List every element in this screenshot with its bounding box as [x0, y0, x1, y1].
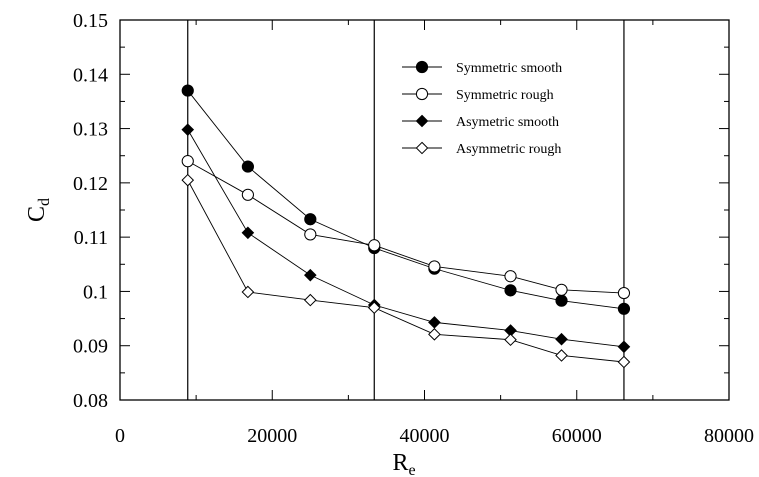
- legend-label: Symmetric rough: [456, 88, 554, 103]
- data-point: [617, 286, 631, 300]
- legend-label: Symmetric smooth: [456, 61, 562, 76]
- y-axis-title-subscript: d: [36, 198, 53, 206]
- data-point: [555, 332, 568, 346]
- legend-entry: Symmetric smooth: [402, 60, 562, 76]
- data-point: [504, 284, 517, 297]
- x-tick-label: 0: [115, 425, 125, 447]
- y-tick-label: 0.09: [73, 336, 108, 358]
- series-line: [187, 160, 624, 294]
- data-point: [555, 294, 568, 307]
- data-point: [304, 293, 317, 307]
- data-point: [241, 160, 254, 173]
- plot-frame: [119, 19, 730, 401]
- legend-label: Asymmetric rough: [456, 142, 561, 157]
- legend-marker: [415, 87, 429, 101]
- data-point: [504, 270, 517, 283]
- data-point: [428, 260, 441, 273]
- data-point: [368, 239, 381, 252]
- data-point: [367, 301, 381, 315]
- data-point: [181, 173, 195, 187]
- series-line: [187, 90, 625, 310]
- data-point: [304, 213, 317, 226]
- legend-entry: Asymetric smooth: [402, 114, 559, 130]
- data-point: [504, 333, 517, 347]
- data-point: [241, 285, 255, 299]
- data-point: [617, 340, 631, 354]
- legend: Symmetric smooth Symmetric rough Asymetric…: [402, 60, 562, 157]
- data-point: [617, 355, 631, 369]
- y-tick-label: 0.08: [73, 390, 108, 412]
- y-tick-label: 0.1: [83, 281, 108, 303]
- data-point: [181, 123, 195, 136]
- x-axis-title-main: R: [392, 450, 408, 476]
- series-4: [181, 173, 631, 369]
- y-axis-title: Cd: [24, 198, 53, 222]
- y-axis-title-main: C: [24, 206, 50, 222]
- data-point: [555, 349, 568, 362]
- legend-marker: [415, 114, 429, 128]
- y-tick-label: 0.11: [74, 227, 108, 249]
- legend-label: Asymetric smooth: [456, 115, 559, 130]
- x-tick-label: 40000: [400, 425, 450, 447]
- data-point: [555, 283, 568, 296]
- series-line: [187, 129, 625, 348]
- tick-labels: 0 20000 40000 60000 80000 0.08 0.09 0.1 0.11 0.12…: [73, 10, 754, 447]
- series-3: [181, 123, 631, 354]
- x-tick-label: 60000: [552, 425, 602, 447]
- series-layer: [181, 84, 631, 369]
- series-2: [181, 155, 631, 300]
- y-tick-label: 0.15: [73, 10, 108, 32]
- series-line: [187, 179, 624, 363]
- y-tick-label: 0.14: [73, 64, 108, 86]
- y-tick-label: 0.13: [73, 119, 108, 141]
- x-axis-title: Re: [392, 450, 415, 477]
- reference-lines: [187, 20, 625, 400]
- legend-entry: Asymmetric rough: [402, 141, 561, 157]
- data-point: [617, 302, 631, 315]
- data-point: [304, 228, 317, 241]
- y-tick-label: 0.12: [73, 173, 108, 195]
- legend-marker: [415, 141, 429, 155]
- axis-ticks: [119, 19, 730, 401]
- data-point: [181, 84, 194, 97]
- legend-marker: [415, 60, 429, 74]
- data-point: [304, 268, 317, 282]
- x-axis-title-subscript: e: [408, 462, 415, 477]
- data-point: [181, 155, 194, 168]
- data-point: [241, 226, 255, 240]
- legend-entry: Symmetric rough: [402, 87, 554, 103]
- x-tick-label: 20000: [247, 425, 297, 447]
- x-tick-label: 80000: [704, 425, 754, 447]
- data-point: [428, 328, 441, 341]
- data-point: [428, 316, 441, 329]
- data-point: [241, 188, 254, 201]
